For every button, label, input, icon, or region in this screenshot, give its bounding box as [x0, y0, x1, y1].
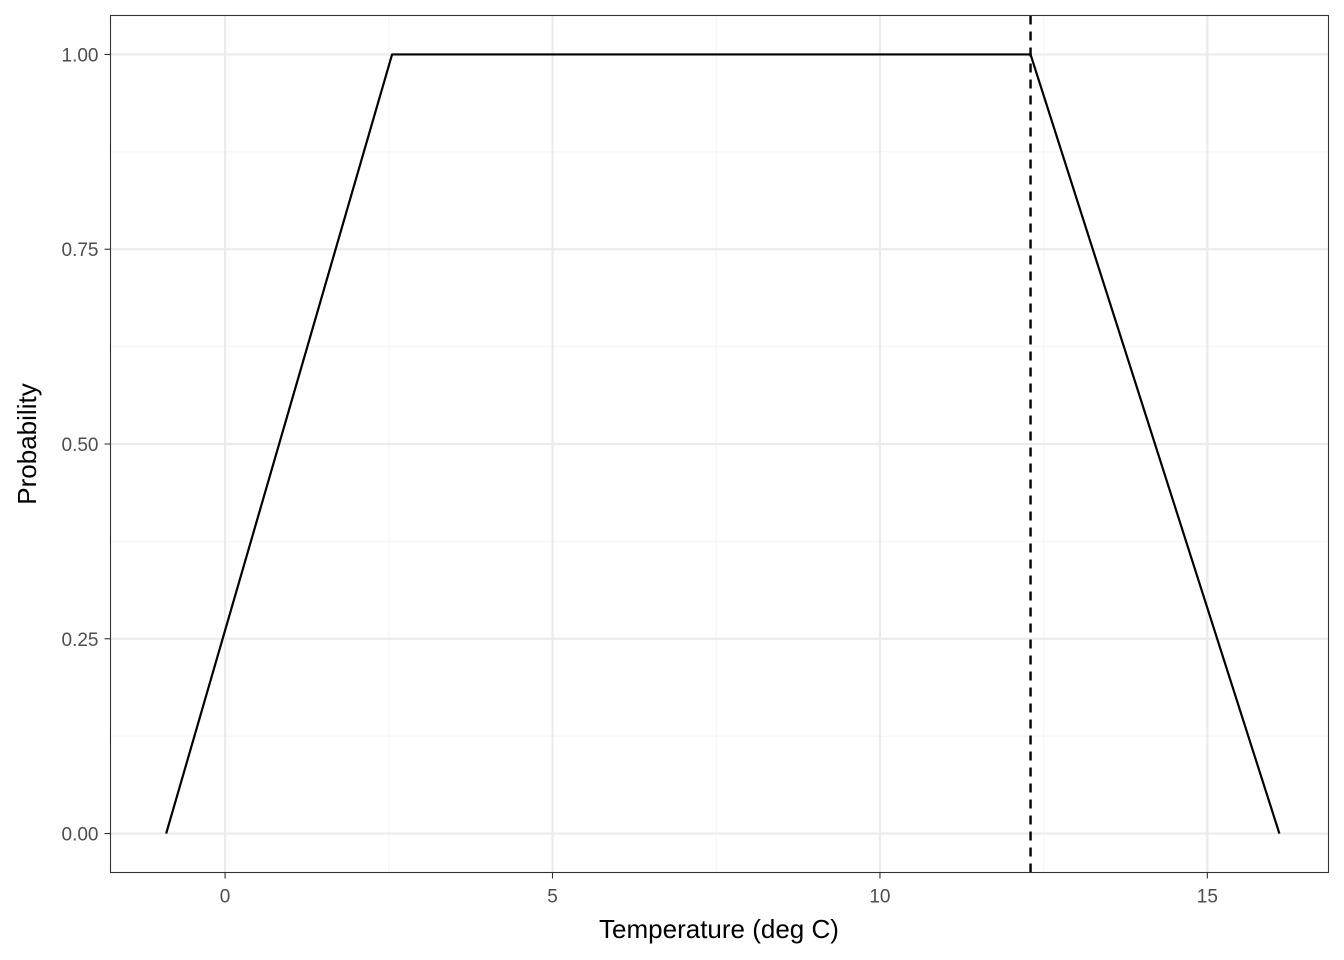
x-axis-title: Temperature (deg C) [599, 914, 839, 944]
y-tick-label: 1.00 [62, 45, 99, 66]
y-tick-label: 0.50 [62, 435, 99, 456]
y-tick-label: 0.75 [62, 240, 99, 261]
plot-data [165, 15, 1281, 873]
x-tick-label: 0 [220, 887, 231, 908]
series-line [165, 53, 1281, 834]
y-tick-label: 0.00 [62, 825, 99, 846]
x-tick-label: 15 [1197, 887, 1218, 908]
grid [110, 15, 1329, 873]
x-tick-label: 10 [869, 887, 890, 908]
y-axis-title: Probability [12, 383, 42, 504]
x-tick-label: 5 [547, 887, 558, 908]
axes: 0 5 10 15 0.00 0.25 0.50 0.75 1.00 [62, 45, 1218, 907]
y-tick-label: 0.25 [62, 630, 99, 651]
